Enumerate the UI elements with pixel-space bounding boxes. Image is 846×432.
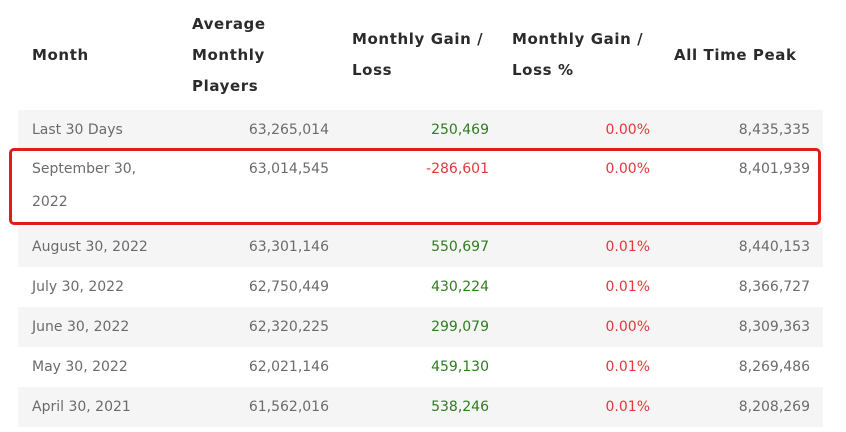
cell-average-players: 62,750,449 — [248, 279, 329, 295]
header-all-time-peak: All Time Peak — [674, 45, 797, 64]
cell-peak: 8,269,486 — [738, 359, 810, 375]
cell-month: August 30, 2022 — [32, 239, 148, 255]
cell-peak: 8,440,153 — [738, 239, 810, 255]
cell-gain-percent: 0.01% — [605, 399, 650, 415]
cell-gain-percent: 0.00% — [605, 319, 650, 335]
header-average-monthly-players: Average Monthly Players — [192, 14, 266, 95]
cell-month: July 30, 2022 — [32, 279, 124, 295]
cell-peak: 8,309,363 — [738, 319, 810, 335]
table-row-highlighted: September 30, 2022 63,014,545 -286,601 0… — [18, 150, 823, 227]
cell-gain: -286,601 — [426, 161, 489, 177]
cell-gain-percent: 0.01% — [605, 239, 650, 255]
cell-peak: 8,208,269 — [738, 399, 810, 415]
cell-month: Last 30 Days — [32, 122, 123, 138]
cell-month: June 30, 2022 — [32, 319, 130, 335]
cell-gain-percent: 0.01% — [605, 279, 650, 295]
cell-average-players: 63,265,014 — [248, 122, 329, 138]
cell-gain: 299,079 — [431, 319, 489, 335]
header-monthly-gain-loss-percent: Monthly Gain / Loss % — [512, 30, 644, 79]
cell-month: September 30, 2022 — [32, 161, 137, 210]
cell-month: April 30, 2021 — [32, 399, 131, 415]
cell-gain-percent: 0.00% — [605, 161, 650, 177]
cell-gain: 250,469 — [431, 122, 489, 138]
cell-average-players: 63,301,146 — [248, 239, 329, 255]
table-header: Month Average Monthly Players Monthly Ga… — [18, 0, 823, 110]
header-month: Month — [32, 45, 89, 64]
table-row: May 30, 2022 62,021,146 459,130 0.01% 8,… — [18, 347, 823, 387]
cell-peak: 8,401,939 — [738, 161, 810, 177]
table-row: April 30, 2021 61,562,016 538,246 0.01% … — [18, 387, 823, 427]
cell-gain: 538,246 — [431, 399, 489, 415]
cell-gain: 550,697 — [431, 239, 489, 255]
cell-peak: 8,366,727 — [738, 279, 810, 295]
cell-peak: 8,435,335 — [738, 122, 810, 138]
cell-month: May 30, 2022 — [32, 359, 128, 375]
header-monthly-gain-loss: Monthly Gain / Loss — [352, 30, 484, 79]
player-stats-table: Month Average Monthly Players Monthly Ga… — [18, 0, 823, 427]
table-row: Last 30 Days 63,265,014 250,469 0.00% 8,… — [18, 110, 823, 150]
cell-average-players: 61,562,016 — [248, 399, 329, 415]
table-row: August 30, 2022 63,301,146 550,697 0.01%… — [18, 227, 823, 267]
cell-gain-percent: 0.01% — [605, 359, 650, 375]
table-row: June 30, 2022 62,320,225 299,079 0.00% 8… — [18, 307, 823, 347]
cell-average-players: 63,014,545 — [248, 161, 329, 177]
table-row: July 30, 2022 62,750,449 430,224 0.01% 8… — [18, 267, 823, 307]
cell-average-players: 62,320,225 — [248, 319, 329, 335]
cell-gain: 459,130 — [431, 359, 489, 375]
cell-gain: 430,224 — [431, 279, 489, 295]
cell-average-players: 62,021,146 — [248, 359, 329, 375]
cell-gain-percent: 0.00% — [605, 122, 650, 138]
